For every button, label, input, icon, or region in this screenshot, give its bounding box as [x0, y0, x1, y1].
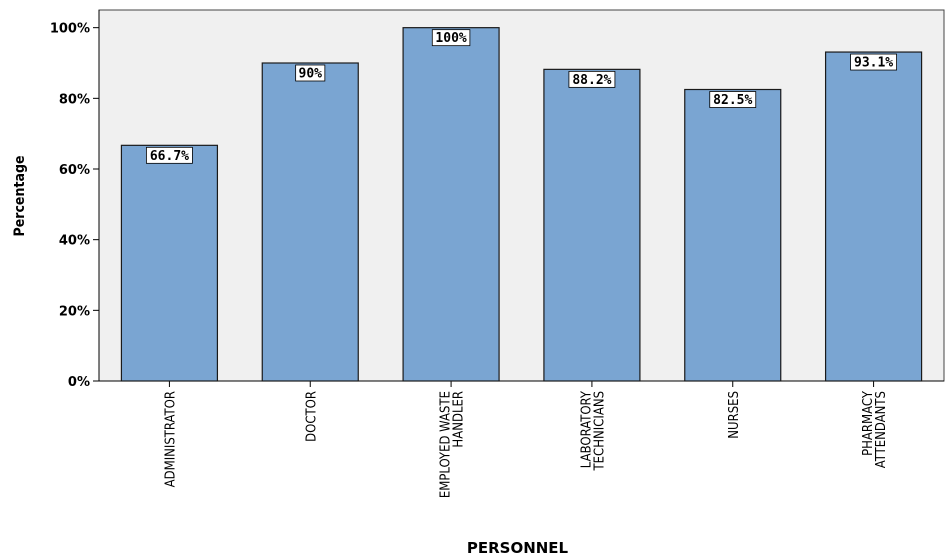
x-tick-label: LABORATORYTECHNICIANS	[579, 390, 607, 471]
data-label-box	[295, 64, 326, 82]
y-axis: 0% 20% 40% 60% 80% 100%	[50, 10, 100, 390]
y-tick-label: 80%	[59, 92, 90, 107]
data-label-box	[146, 146, 193, 164]
y-tick-label: 40%	[59, 234, 90, 249]
x-tick-label: NURSES	[727, 391, 742, 439]
data-label: 93.1%	[854, 56, 893, 71]
y-axis-title: Percentage	[12, 155, 28, 236]
data-label: 66.7%	[150, 149, 189, 164]
x-tick-label: PHARMACYATTENDANTS	[861, 390, 889, 468]
data-label-box	[850, 53, 897, 71]
data-label: 82.5%	[713, 93, 752, 108]
y-tick-label: 100%	[50, 22, 90, 37]
y-tick-label: 20%	[59, 304, 90, 319]
y-tick-label: 60%	[59, 163, 90, 178]
x-tick-label: EMPLOYED WASTEHANDLER	[439, 391, 467, 498]
data-label: 90%	[299, 67, 323, 82]
x-axis-title: PERSONNEL	[467, 539, 569, 557]
bar	[543, 68, 641, 382]
y-tick-label: 0%	[68, 375, 90, 390]
bar	[824, 51, 923, 382]
bar	[684, 88, 782, 382]
plot-area	[98, 9, 945, 382]
bars-group	[120, 27, 923, 382]
data-label-box	[709, 91, 757, 108]
bar	[120, 144, 219, 382]
x-axis: ADMINISTRATOR DOCTOR EMPLOYED WASTEHANDLER…	[99, 380, 944, 498]
data-label-box	[568, 70, 616, 88]
bar	[261, 62, 359, 382]
data-labels-group: 66.7% 90% 100% 88.2% 82.5% 93.1%	[146, 29, 897, 164]
bar	[402, 27, 500, 382]
x-tick-label: ADMINISTRATOR	[163, 391, 178, 487]
x-tick-label: DOCTOR	[304, 391, 319, 442]
data-label: 88.2%	[572, 73, 611, 88]
data-label: 100%	[435, 31, 466, 46]
data-label-box	[431, 29, 471, 47]
